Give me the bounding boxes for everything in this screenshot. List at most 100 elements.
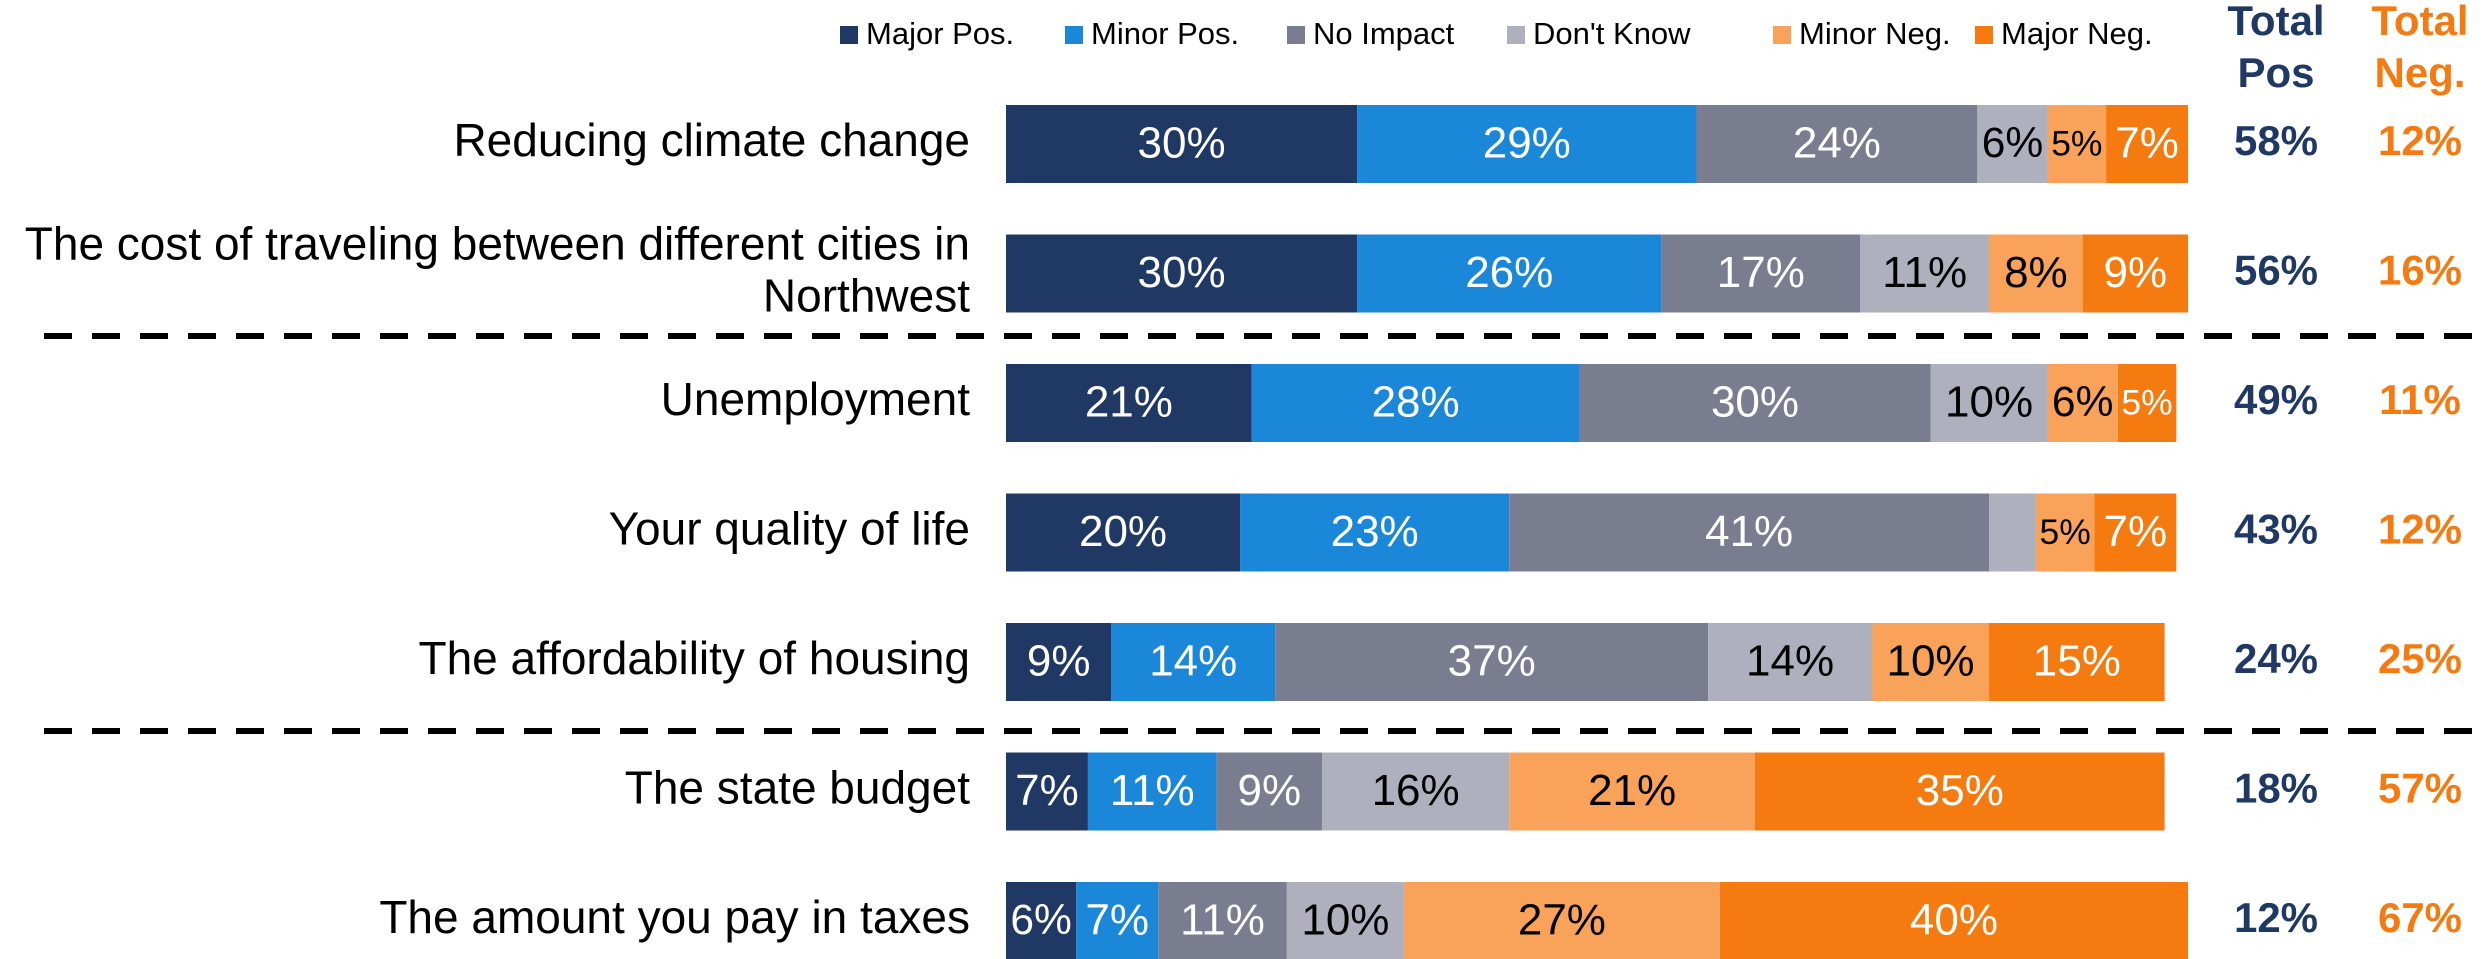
data-label: 41% bbox=[1705, 507, 1793, 556]
bar-segment bbox=[1357, 234, 1662, 313]
legend-label: Minor Pos. bbox=[1091, 16, 1239, 51]
total-value: 11% bbox=[2379, 376, 2461, 423]
data-label: 24% bbox=[1793, 119, 1881, 168]
data-label: 29% bbox=[1483, 119, 1571, 168]
data-label: 11% bbox=[1882, 248, 1967, 297]
legend-swatch bbox=[1287, 26, 1305, 44]
bar-segment bbox=[1989, 623, 2165, 701]
bar-segment bbox=[1872, 623, 1990, 701]
total-value: 16% bbox=[2378, 247, 2462, 294]
legend-swatch bbox=[1507, 26, 1525, 44]
data-label: 30% bbox=[1711, 378, 1799, 427]
bar-segment bbox=[1860, 234, 1990, 313]
bar-segment bbox=[1006, 882, 1077, 959]
category-label: The state budget bbox=[625, 762, 970, 814]
bar-segment bbox=[1989, 493, 2036, 572]
category-label: The affordability of housing bbox=[418, 632, 970, 684]
total-value: 43% bbox=[2234, 506, 2318, 553]
data-label: 14% bbox=[1746, 637, 1834, 686]
total-value: 18% bbox=[2234, 765, 2318, 812]
bar-segment bbox=[1719, 882, 2188, 959]
data-label: 7% bbox=[2104, 507, 2168, 556]
bar-segment bbox=[1006, 752, 1088, 831]
data-label: 28% bbox=[1372, 378, 1460, 427]
data-label: 20% bbox=[1079, 507, 1167, 556]
bar-segment bbox=[1321, 752, 1510, 831]
data-label: 21% bbox=[1588, 766, 1676, 815]
total-header: Total Pos bbox=[2227, 0, 2324, 96]
data-label: 26% bbox=[1465, 248, 1553, 297]
bar-segment bbox=[1216, 752, 1322, 831]
data-label: 8% bbox=[2004, 248, 2068, 297]
data-label: 6% bbox=[2052, 378, 2114, 426]
category-label: The amount you pay in taxes bbox=[379, 891, 970, 943]
legend-swatch bbox=[1773, 26, 1791, 44]
data-label: 27% bbox=[1518, 896, 1606, 945]
bar-segment bbox=[1087, 752, 1217, 831]
data-label: 7% bbox=[1015, 766, 1079, 815]
legend-label: Major Pos. bbox=[866, 16, 1014, 51]
bar-segment bbox=[2106, 105, 2188, 183]
bar-segment bbox=[2094, 493, 2177, 572]
total-value: 56% bbox=[2234, 247, 2318, 294]
bar-segment bbox=[1286, 882, 1404, 959]
data-label: 17% bbox=[1717, 248, 1805, 297]
total-value: 49% bbox=[2234, 376, 2318, 423]
bar-segment bbox=[1158, 882, 1287, 959]
bar-segment bbox=[1579, 364, 1931, 442]
bar-segment bbox=[1403, 882, 1720, 959]
bar-segment bbox=[1977, 105, 2048, 183]
bar-segment bbox=[1006, 105, 1358, 183]
data-label: 5% bbox=[2121, 382, 2172, 422]
data-label: 10% bbox=[1945, 378, 2033, 427]
bar-segment bbox=[1930, 364, 2048, 442]
category-label: Unemployment bbox=[661, 373, 971, 425]
data-label: 6% bbox=[1982, 119, 2044, 167]
bar-segment bbox=[1251, 364, 1580, 442]
data-label: 11% bbox=[1180, 896, 1265, 945]
bar-segment bbox=[2117, 364, 2177, 442]
legend-swatch bbox=[1975, 26, 1993, 44]
data-label: 6% bbox=[1010, 896, 1072, 944]
bar-segment bbox=[1509, 752, 1755, 831]
category-label: Your quality of life bbox=[609, 503, 970, 555]
bar-segment bbox=[1754, 752, 2165, 831]
data-label: 11% bbox=[1110, 766, 1195, 815]
category-label: Reducing climate change bbox=[453, 114, 970, 166]
bar-segment bbox=[1006, 623, 1112, 701]
bar-segment bbox=[2035, 493, 2095, 572]
bar-segment bbox=[1708, 623, 1873, 701]
bar-segment bbox=[1240, 493, 1510, 572]
bar-segment bbox=[1006, 364, 1252, 442]
data-label: 30% bbox=[1138, 119, 1226, 168]
total-value: 25% bbox=[2378, 635, 2462, 682]
data-label: 7% bbox=[2115, 119, 2179, 168]
bar-segment bbox=[1006, 234, 1358, 313]
total-value: 58% bbox=[2234, 117, 2318, 164]
data-label: 37% bbox=[1448, 637, 1536, 686]
bar-segment bbox=[2047, 105, 2107, 183]
data-label: 14% bbox=[1149, 637, 1237, 686]
data-label: 21% bbox=[1085, 378, 1173, 427]
total-value: 67% bbox=[2378, 894, 2462, 941]
legend-swatch bbox=[1065, 26, 1083, 44]
total-value: 24% bbox=[2234, 635, 2318, 682]
total-value: 12% bbox=[2378, 506, 2462, 553]
data-label: 40% bbox=[1910, 896, 1998, 945]
total-value: 12% bbox=[2378, 117, 2462, 164]
total-header: Total Neg. bbox=[2371, 0, 2468, 96]
bar-segment bbox=[2047, 364, 2118, 442]
bar-segment bbox=[2082, 234, 2188, 313]
category-label: The cost of traveling between different … bbox=[25, 218, 970, 322]
data-label: 9% bbox=[1238, 766, 1302, 815]
data-label: 15% bbox=[2033, 637, 2121, 686]
data-label: 10% bbox=[1886, 637, 1974, 686]
bar-segment bbox=[1357, 105, 1697, 183]
data-label: 9% bbox=[2104, 248, 2168, 297]
legend-swatch bbox=[840, 26, 858, 44]
bar-segment bbox=[1989, 234, 2083, 313]
data-label: 5% bbox=[2051, 123, 2102, 163]
legend-label: No Impact bbox=[1313, 16, 1455, 51]
bar-segment bbox=[1076, 882, 1159, 959]
